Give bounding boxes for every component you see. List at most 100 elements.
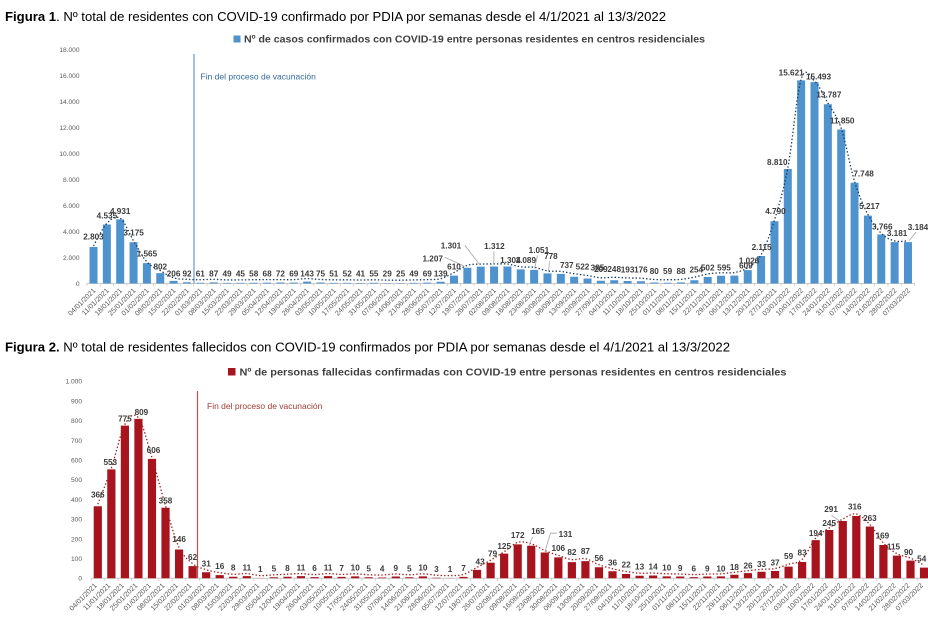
- svg-text:43: 43: [476, 557, 486, 566]
- svg-text:6.000: 6.000: [63, 203, 80, 210]
- svg-text:1.304: 1.304: [500, 256, 521, 265]
- svg-text:56: 56: [594, 554, 604, 563]
- svg-text:11.850: 11.850: [830, 117, 855, 126]
- svg-text:3: 3: [434, 565, 439, 574]
- svg-text:80: 80: [650, 267, 660, 276]
- svg-text:59: 59: [784, 552, 794, 561]
- svg-text:10: 10: [716, 564, 726, 573]
- svg-text:18: 18: [730, 563, 740, 572]
- svg-text:100: 100: [71, 556, 82, 563]
- svg-text:209: 209: [594, 265, 608, 274]
- svg-text:2.803: 2.803: [83, 233, 104, 242]
- svg-text:58: 58: [249, 270, 259, 279]
- svg-text:8.000: 8.000: [63, 177, 80, 184]
- svg-text:7: 7: [461, 564, 466, 573]
- svg-text:200: 200: [71, 536, 82, 543]
- svg-text:4.790: 4.790: [765, 207, 786, 216]
- svg-text:263: 263: [863, 514, 877, 523]
- svg-text:139: 139: [434, 270, 448, 279]
- svg-text:79: 79: [488, 550, 498, 559]
- svg-text:Figura 2. Nº total de resident: Figura 2. Nº total de residentes falleci…: [5, 340, 730, 355]
- svg-text:15.621: 15.621: [779, 68, 804, 77]
- svg-text:248: 248: [607, 265, 621, 274]
- svg-text:4: 4: [380, 565, 385, 574]
- svg-text:1: 1: [448, 565, 453, 574]
- svg-text:500: 500: [71, 477, 82, 484]
- svg-text:4.535: 4.535: [97, 212, 118, 221]
- svg-text:5: 5: [407, 565, 412, 574]
- svg-text:61: 61: [196, 270, 206, 279]
- svg-text:802: 802: [153, 263, 167, 272]
- svg-text:106: 106: [551, 544, 565, 553]
- svg-text:92: 92: [182, 270, 192, 279]
- svg-text:291: 291: [824, 505, 838, 514]
- svg-text:22: 22: [622, 561, 632, 570]
- svg-text:37: 37: [770, 559, 780, 568]
- svg-text:169: 169: [876, 532, 890, 541]
- svg-text:5.217: 5.217: [859, 202, 880, 211]
- svg-text:Fin del proceso de vacunación: Fin del proceso de vacunación: [207, 401, 323, 411]
- svg-text:87: 87: [209, 270, 219, 279]
- svg-text:366: 366: [91, 491, 105, 500]
- svg-text:2.115: 2.115: [752, 243, 772, 252]
- svg-text:3.184: 3.184: [908, 223, 928, 232]
- svg-text:1.026: 1.026: [739, 257, 760, 266]
- svg-text:Figura 1. Nº total de resident: Figura 1. Nº total de residentes con COV…: [5, 9, 666, 24]
- svg-text:10: 10: [351, 564, 361, 573]
- svg-text:5: 5: [272, 565, 277, 574]
- svg-text:87: 87: [581, 547, 591, 556]
- svg-text:1.089: 1.089: [516, 256, 537, 265]
- svg-text:194: 194: [809, 529, 823, 538]
- svg-text:7: 7: [339, 564, 344, 573]
- svg-text:31: 31: [202, 560, 212, 569]
- svg-text:0: 0: [76, 281, 80, 288]
- svg-text:176: 176: [634, 266, 648, 275]
- svg-text:502: 502: [701, 264, 715, 273]
- svg-text:10: 10: [662, 564, 672, 573]
- svg-text:13: 13: [635, 563, 645, 572]
- svg-text:737: 737: [560, 261, 574, 270]
- svg-text:0: 0: [78, 576, 82, 583]
- svg-text:52: 52: [343, 270, 353, 279]
- svg-text:143: 143: [300, 270, 314, 279]
- svg-text:5: 5: [366, 565, 371, 574]
- svg-text:26: 26: [743, 562, 753, 571]
- svg-text:Fin del proceso de vacunación: Fin del proceso de vacunación: [201, 72, 317, 82]
- svg-text:11: 11: [242, 564, 251, 573]
- svg-text:125: 125: [497, 542, 511, 551]
- svg-text:300: 300: [71, 517, 82, 524]
- svg-text:316: 316: [848, 503, 862, 512]
- svg-text:146: 146: [172, 535, 186, 544]
- svg-text:1: 1: [258, 565, 263, 574]
- svg-text:172: 172: [511, 531, 525, 540]
- svg-text:165: 165: [531, 527, 545, 536]
- svg-text:72: 72: [276, 270, 286, 279]
- svg-text:29: 29: [383, 270, 393, 279]
- svg-text:Nº de personas fallecidas conf: Nº de personas fallecidas confirmadas co…: [240, 367, 787, 378]
- svg-text:900: 900: [71, 398, 82, 405]
- svg-text:41: 41: [356, 270, 366, 279]
- svg-text:Nº de casos confirmados con CO: Nº de casos confirmados con COVID-19 ent…: [244, 35, 705, 46]
- svg-text:14.000: 14.000: [59, 99, 80, 106]
- svg-text:36: 36: [608, 558, 618, 567]
- svg-text:778: 778: [544, 252, 558, 261]
- svg-text:3.766: 3.766: [872, 222, 893, 231]
- svg-text:6: 6: [312, 564, 317, 573]
- svg-text:606: 606: [147, 446, 161, 455]
- svg-text:809: 809: [135, 408, 149, 417]
- svg-text:11: 11: [297, 564, 306, 573]
- svg-text:54: 54: [917, 555, 927, 564]
- svg-text:10.000: 10.000: [59, 151, 80, 158]
- svg-text:68: 68: [263, 270, 273, 279]
- svg-text:193: 193: [621, 266, 635, 275]
- svg-text:4.931: 4.931: [110, 207, 131, 216]
- svg-text:62: 62: [188, 553, 198, 562]
- svg-text:75: 75: [316, 270, 326, 279]
- svg-text:3.175: 3.175: [123, 229, 144, 238]
- svg-text:11: 11: [324, 564, 333, 573]
- svg-text:51: 51: [329, 270, 339, 279]
- svg-text:553: 553: [103, 458, 117, 467]
- svg-text:12.000: 12.000: [59, 125, 80, 132]
- svg-text:800: 800: [71, 418, 82, 425]
- svg-text:700: 700: [71, 438, 82, 445]
